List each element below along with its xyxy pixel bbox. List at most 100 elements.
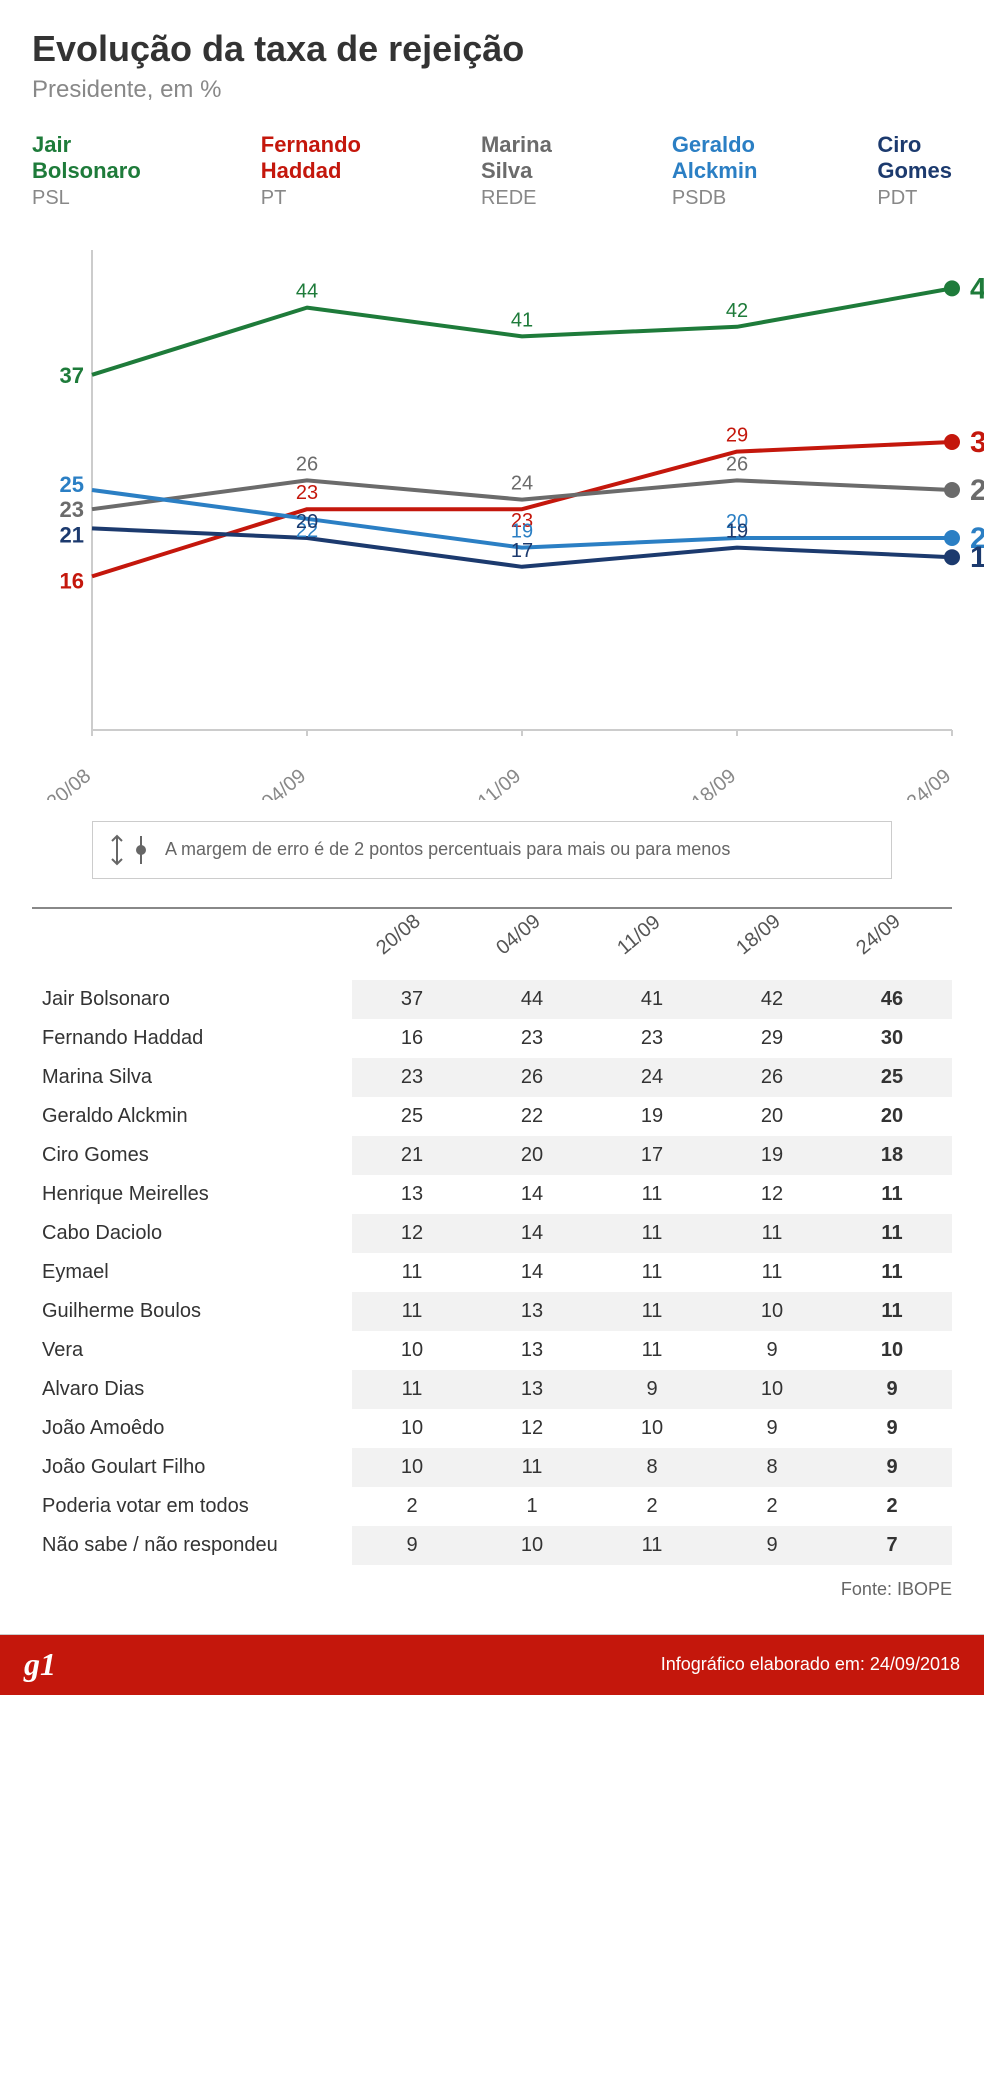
margin-of-error-note: A margem de erro é de 2 pontos percentua… [92, 821, 892, 879]
cell-value: 23 [352, 1058, 472, 1097]
row-name: Cabo Daciolo [32, 1214, 352, 1253]
cell-value: 9 [832, 1409, 952, 1448]
cell-value: 17 [592, 1136, 712, 1175]
data-table: 20/0804/0911/0918/0924/09Jair Bolsonaro3… [32, 907, 952, 1565]
table-row: Ciro Gomes2120171918 [32, 1136, 952, 1175]
row-name: Geraldo Alckmin [32, 1097, 352, 1136]
svg-text:46: 46 [970, 272, 984, 305]
cell-value: 10 [832, 1331, 952, 1370]
cell-value: 22 [472, 1097, 592, 1136]
cell-value: 10 [592, 1409, 712, 1448]
cell-value: 11 [592, 1331, 712, 1370]
table-row: Guilherme Boulos1113111011 [32, 1292, 952, 1331]
margin-note-text: A margem de erro é de 2 pontos percentua… [165, 839, 730, 860]
cell-value: 2 [352, 1487, 472, 1526]
row-name: Não sabe / não respondeu [32, 1526, 352, 1565]
cell-value: 44 [472, 980, 592, 1019]
svg-text:25: 25 [970, 474, 984, 507]
cell-value: 11 [712, 1253, 832, 1292]
cell-value: 9 [712, 1331, 832, 1370]
svg-text:24: 24 [511, 472, 533, 494]
cell-value: 41 [592, 980, 712, 1019]
margin-icon [109, 832, 149, 868]
legend-item: FernandoHaddadPT [261, 132, 361, 210]
svg-text:16: 16 [60, 568, 84, 593]
table-row: Não sabe / não respondeu9101197 [32, 1526, 952, 1565]
svg-text:20/08: 20/08 [43, 765, 95, 800]
cell-value: 19 [712, 1136, 832, 1175]
cell-value: 13 [472, 1370, 592, 1409]
table-row: Vera101311910 [32, 1331, 952, 1370]
table-row: Henrique Meirelles1314111211 [32, 1175, 952, 1214]
cell-value: 11 [832, 1214, 952, 1253]
row-name: Guilherme Boulos [32, 1292, 352, 1331]
cell-value: 24 [592, 1058, 712, 1097]
row-name: Ciro Gomes [32, 1136, 352, 1175]
table-row: Cabo Daciolo1214111111 [32, 1214, 952, 1253]
cell-value: 13 [472, 1331, 592, 1370]
table-row: Marina Silva2326242625 [32, 1058, 952, 1097]
cell-value: 2 [832, 1487, 952, 1526]
cell-value: 9 [832, 1448, 952, 1487]
svg-text:26: 26 [296, 453, 318, 475]
row-name: Henrique Meirelles [32, 1175, 352, 1214]
cell-value: 11 [712, 1214, 832, 1253]
cell-value: 11 [352, 1292, 472, 1331]
table-row: Jair Bolsonaro3744414246 [32, 980, 952, 1019]
cell-value: 42 [712, 980, 832, 1019]
cell-value: 9 [352, 1526, 472, 1565]
cell-value: 30 [832, 1019, 952, 1058]
row-name: Alvaro Dias [32, 1370, 352, 1409]
svg-text:29: 29 [726, 424, 748, 446]
cell-value: 1 [472, 1487, 592, 1526]
row-name: Jair Bolsonaro [32, 980, 352, 1019]
cell-value: 18 [832, 1136, 952, 1175]
cell-value: 11 [832, 1253, 952, 1292]
cell-value: 9 [712, 1409, 832, 1448]
table-row: Eymael1114111111 [32, 1253, 952, 1292]
table-row: Fernando Haddad1623232930 [32, 1019, 952, 1058]
cell-value: 29 [712, 1019, 832, 1058]
svg-text:20: 20 [296, 511, 318, 533]
cell-value: 16 [352, 1019, 472, 1058]
cell-value: 10 [712, 1370, 832, 1409]
svg-text:04/09: 04/09 [258, 765, 310, 800]
cell-value: 11 [592, 1526, 712, 1565]
chart-title: Evolução da taxa de rejeição [32, 28, 952, 70]
svg-text:21: 21 [60, 522, 84, 547]
svg-text:19: 19 [726, 520, 748, 542]
svg-text:23: 23 [60, 497, 84, 522]
svg-text:18: 18 [970, 541, 984, 574]
cell-value: 14 [472, 1253, 592, 1292]
cell-value: 20 [832, 1097, 952, 1136]
legend-item: JairBolsonaroPSL [32, 132, 141, 210]
cell-value: 20 [472, 1136, 592, 1175]
cell-value: 13 [352, 1175, 472, 1214]
row-name: Fernando Haddad [32, 1019, 352, 1058]
row-name: Marina Silva [32, 1058, 352, 1097]
cell-value: 14 [472, 1175, 592, 1214]
cell-value: 9 [712, 1526, 832, 1565]
source-line: Fonte: IBOPE [32, 1579, 952, 1600]
table-row: Geraldo Alckmin2522192020 [32, 1097, 952, 1136]
table-row: Alvaro Dias11139109 [32, 1370, 952, 1409]
svg-text:18/09: 18/09 [688, 765, 740, 800]
cell-value: 7 [832, 1526, 952, 1565]
cell-value: 11 [592, 1175, 712, 1214]
cell-value: 11 [592, 1253, 712, 1292]
cell-value: 11 [472, 1448, 592, 1487]
svg-text:11/09: 11/09 [474, 765, 525, 800]
cell-value: 23 [472, 1019, 592, 1058]
cell-value: 19 [592, 1097, 712, 1136]
cell-value: 11 [592, 1214, 712, 1253]
g1-logo: g1 [24, 1646, 56, 1683]
cell-value: 2 [592, 1487, 712, 1526]
svg-text:23: 23 [296, 482, 318, 504]
legend-item: CiroGomesPDT [877, 132, 952, 210]
cell-value: 10 [352, 1331, 472, 1370]
cell-value: 11 [592, 1292, 712, 1331]
legend-item: MarinaSilvaREDE [481, 132, 552, 210]
footer-bar: g1 Infográfico elaborado em: 24/09/2018 [0, 1635, 984, 1695]
svg-text:24/09: 24/09 [903, 765, 955, 800]
row-name: Eymael [32, 1253, 352, 1292]
